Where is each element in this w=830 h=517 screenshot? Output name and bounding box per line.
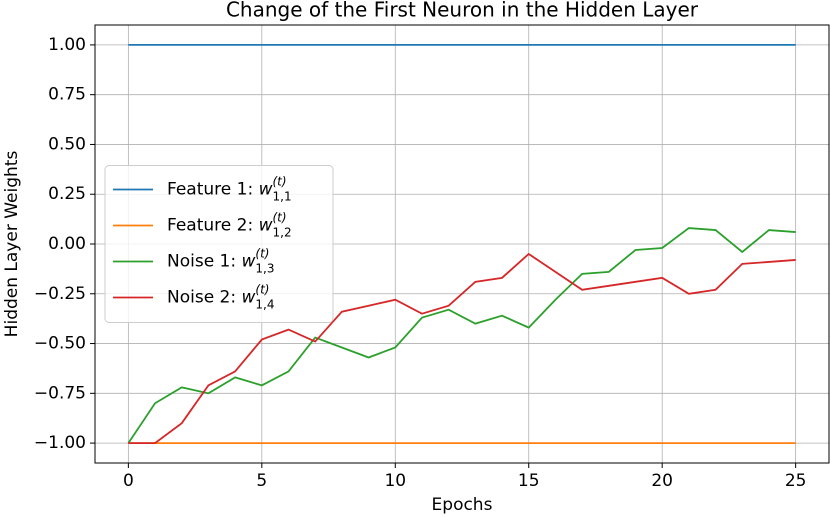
legend-label: Noise 1: w(t) 1,3 <box>167 246 275 275</box>
y-tick-label: −0.50 <box>34 334 86 354</box>
y-tick-label: 0.25 <box>48 184 86 204</box>
y-axis-label: Hidden Layer Weights <box>2 151 22 338</box>
x-tick-label: 15 <box>518 471 540 491</box>
y-tick-label: −0.75 <box>34 383 86 403</box>
chart-title: Change of the First Neuron in the Hidden… <box>226 0 699 22</box>
y-tick-label: 0.75 <box>48 85 86 105</box>
x-tick-label: 20 <box>651 471 673 491</box>
legend-box <box>104 165 334 323</box>
x-axis-label: Epochs <box>432 495 493 515</box>
x-tick-label: 0 <box>123 471 134 491</box>
plot-frame <box>94 24 830 464</box>
series-line <box>127 227 796 444</box>
y-tick-label: 1.00 <box>48 35 86 55</box>
legend-label: Feature 1: w(t) 1,1 <box>167 174 292 203</box>
y-tick-label: −0.25 <box>34 284 86 304</box>
x-tick-label: 25 <box>785 471 807 491</box>
y-tick-label: −1.00 <box>34 433 86 453</box>
legend-label: Noise 2: w(t) 1,4 <box>167 282 275 311</box>
x-tick-label: 5 <box>256 471 267 491</box>
y-tick-label: 0.00 <box>48 234 86 254</box>
y-tick-label: 0.50 <box>48 134 86 154</box>
x-tick-label: 10 <box>384 471 406 491</box>
legend-label: Feature 2: w(t) 1,2 <box>167 210 292 239</box>
series-line <box>128 252 796 444</box>
